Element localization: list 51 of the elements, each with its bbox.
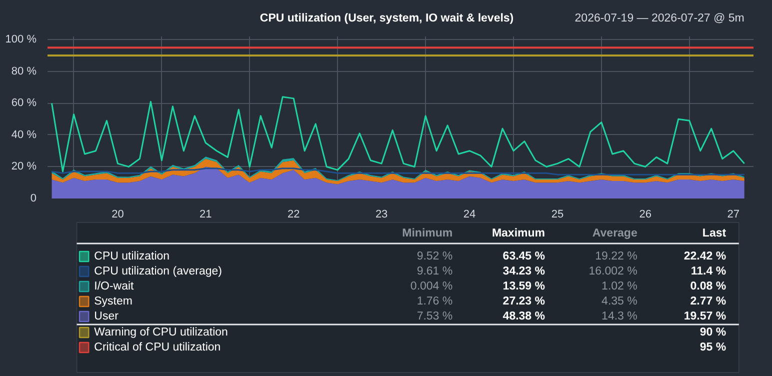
text: 0.08 % xyxy=(690,280,726,292)
text: 9.61 % xyxy=(416,266,453,278)
text: 34.23 % xyxy=(502,266,545,278)
y-tick-label: 80 % xyxy=(11,65,37,78)
text: Last xyxy=(702,228,726,240)
text: 19.57 % xyxy=(684,310,726,322)
text: 2.77 % xyxy=(690,296,726,308)
legend-label: Critical of CPU utilization xyxy=(94,342,221,354)
text: 13.59 % xyxy=(502,280,545,292)
text: 9.52 % xyxy=(416,250,453,262)
text: 95 % xyxy=(700,342,726,354)
y-tick-label: 20 % xyxy=(11,160,37,173)
legend-label: Warning of CPU utilization xyxy=(94,326,228,338)
legend-label: I/O-wait xyxy=(94,280,135,292)
text: 48.38 % xyxy=(502,310,545,322)
text: 1.76 % xyxy=(416,296,453,308)
line-series xyxy=(51,168,746,176)
y-tick-label: 60 % xyxy=(11,97,37,110)
text: 27.23 % xyxy=(502,296,545,308)
legend-label: System xyxy=(94,296,132,308)
text: 1.02 % xyxy=(602,280,638,292)
text: Maximum xyxy=(492,228,545,240)
text: Minimum xyxy=(402,228,453,240)
text: Average xyxy=(592,228,638,240)
text: 22.42 % xyxy=(684,250,726,262)
text: 7.53 % xyxy=(416,310,453,322)
text: 4.35 % xyxy=(602,296,638,308)
text: 11.4 % xyxy=(690,266,726,278)
chart-subtitle: 2026-07-19 — 2026-07-27 @ 5m xyxy=(574,12,744,24)
y-tick-label: 40 % xyxy=(11,128,37,141)
text: 19.22 % xyxy=(595,250,638,262)
text: 16.002 % xyxy=(588,266,638,278)
y-tick-label: 100 % xyxy=(5,34,37,46)
text: 0.004 % xyxy=(410,280,453,292)
x-tick-label: 25 xyxy=(551,208,564,220)
x-tick-label: 27 xyxy=(727,208,740,220)
text: 14.3 % xyxy=(602,310,638,322)
x-tick-label: 22 xyxy=(288,208,300,220)
legend-label: CPU utilization xyxy=(94,250,170,262)
x-tick-label: 24 xyxy=(463,208,476,220)
x-tick-label: 20 xyxy=(112,208,124,220)
text: 90 % xyxy=(700,326,726,338)
x-tick-label: 21 xyxy=(200,208,212,220)
y-tick-label: 0 xyxy=(30,192,37,204)
legend-label: CPU utilization (average) xyxy=(94,266,222,278)
x-tick-label: 26 xyxy=(639,208,652,220)
x-tick-label: 23 xyxy=(375,208,388,220)
text: 63.45 % xyxy=(502,250,545,262)
chart-title: CPU utilization (User, system, IO wait & levels) xyxy=(260,12,514,24)
line-series xyxy=(51,96,746,172)
legend-label: User xyxy=(94,310,119,322)
